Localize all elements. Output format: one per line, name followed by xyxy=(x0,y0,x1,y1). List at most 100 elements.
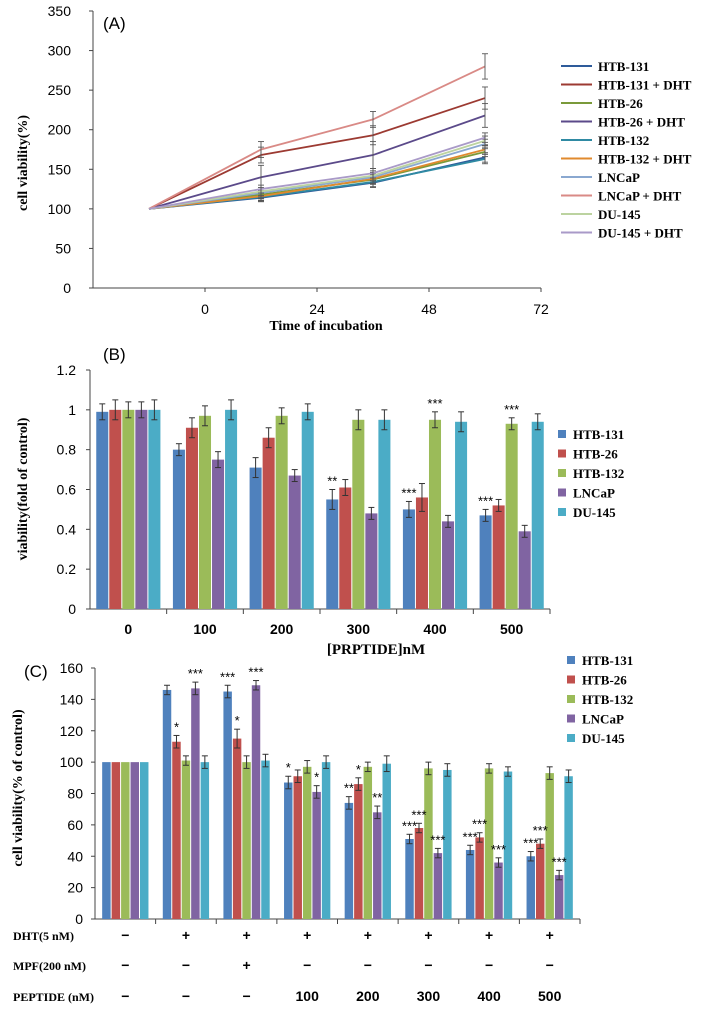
panel-c-y-tick-label: 160 xyxy=(60,660,84,676)
panel-c-condition-value: + xyxy=(303,927,311,943)
panel-c-bar xyxy=(414,828,424,919)
panel-c-legend-swatch xyxy=(567,695,575,703)
panel-b-legend-label: HTB-26 xyxy=(573,447,618,462)
panel-c-condition-value: 100 xyxy=(296,988,320,1004)
panel-a-legend-label: HTB-131 + DHT xyxy=(598,78,692,93)
panel-a-series-line xyxy=(148,148,486,210)
panel-c-condition-value: + xyxy=(182,927,190,943)
panel-c-condition-value: + xyxy=(546,927,554,943)
panel-c-y-tick-label: 0 xyxy=(75,911,83,927)
panel-c-y-tick-label: 80 xyxy=(67,786,83,802)
panel-c-legend-swatch xyxy=(567,675,575,684)
panel-c-bar xyxy=(312,791,321,919)
panel-c-bar xyxy=(223,691,232,919)
panel-c-condition-value: − xyxy=(121,957,129,973)
panel-c-bar xyxy=(564,776,573,919)
panel-a-series-line xyxy=(148,114,486,210)
panel-c-legend-label: DU-145 xyxy=(582,731,625,746)
panel-c-bar xyxy=(494,862,503,919)
panel-a-x-axis-title: Time of incubation xyxy=(269,319,383,334)
panel-b-bar xyxy=(249,467,262,609)
panel-c-legend-swatch xyxy=(567,734,575,742)
panel-a-legend-label: LNCaP + DHT xyxy=(598,189,682,204)
panel-b-x-axis-title: [PRPTIDE]nM xyxy=(327,642,425,658)
panel-b-bar xyxy=(262,437,275,609)
panel-c-significance-label: *** xyxy=(463,829,478,844)
panel-c-bar xyxy=(191,688,200,919)
panel-a-legend-label: HTB-132 + DHT xyxy=(598,152,692,167)
panel-c-bar xyxy=(111,762,121,919)
panel-c-condition-value: + xyxy=(242,957,250,973)
panel-c-conditions-table: DHT(5 nM) − + + + + + + + MPF(200 nM) − − + − − − − − PEPT… xyxy=(13,927,562,1004)
panel-c-significance-label: * xyxy=(174,719,179,734)
panel-b-bar xyxy=(301,411,314,609)
panel-c-legend-label: HTB-132 xyxy=(582,692,633,707)
panel-c-legend: HTB-131 HTB-26 HTB-132 LNCaP DU-145 xyxy=(567,653,633,746)
panel-b-y-tick-label: 0.2 xyxy=(57,561,77,577)
panel-c-bar xyxy=(475,837,484,919)
panel-a-legend-label: HTB-131 xyxy=(598,59,649,74)
panel-c-bar xyxy=(433,853,443,919)
panel-c-bar xyxy=(554,875,564,919)
panel-b-y-tick-label: 1 xyxy=(68,402,76,418)
panel-b-bar xyxy=(96,411,109,609)
panel-c-condition-value: − xyxy=(121,927,129,943)
panel-b-x-tick-label: 400 xyxy=(423,621,447,637)
panel-c-legend-swatch xyxy=(567,714,575,723)
panel-c-significance-label: *** xyxy=(523,836,538,851)
panel-c-bar xyxy=(382,763,391,919)
panel-c-legend-label: HTB-26 xyxy=(582,673,627,688)
panel-b-legend-swatch xyxy=(558,508,566,516)
panel-c-bar xyxy=(232,738,242,919)
panel-a-legend-label: HTB-26 xyxy=(598,96,643,111)
panel-c-y-tick-label: 100 xyxy=(60,754,84,770)
panel-b-legend: HTB-131 HTB-26 HTB-132 LNCaP DU-145 xyxy=(558,427,624,520)
panel-a-series-line xyxy=(148,136,486,210)
panel-c-condition-value: + xyxy=(424,927,432,943)
panel-b-significance-label: ** xyxy=(327,474,337,489)
panel-b-bar xyxy=(135,409,148,609)
panel-c-condition-value: + xyxy=(485,927,493,943)
panel-c-condition-value: + xyxy=(242,927,250,943)
panel-c-bar xyxy=(302,766,312,919)
panel-c-significance-label: *** xyxy=(430,832,445,847)
panel-b-y-tick-label: 1.2 xyxy=(57,362,77,378)
panel-a-line-chart: (A) cell viability(%) Time of incubation… xyxy=(16,3,692,334)
panel-c-legend-label: HTB-131 xyxy=(582,653,633,668)
panel-c-bar xyxy=(130,762,139,919)
panel-c-condition-value: − xyxy=(121,988,129,1004)
panel-c-condition-label: MPF(200 nM) xyxy=(13,959,86,973)
panel-b-bar xyxy=(339,487,352,609)
panel-c-bar xyxy=(121,762,130,919)
panel-c-bar-chart: (C) cell viability(% of control) 0 20 40 60… xyxy=(11,653,633,1004)
panel-c-significance-label: ** xyxy=(344,781,354,796)
panel-c-condition-value: − xyxy=(182,957,190,973)
panel-c-condition-value: − xyxy=(424,957,432,973)
panel-c-condition-value: − xyxy=(546,957,554,973)
panel-c-bar xyxy=(293,776,302,919)
panel-a-legend: HTB-131 HTB-131 + DHT HTB-26 HTB-26 + DHT HT… xyxy=(561,59,692,241)
panel-a-label: (A) xyxy=(103,14,126,33)
panel-b-legend-label: LNCaP xyxy=(573,486,615,501)
panel-a-legend-label: HTB-26 + DHT xyxy=(598,115,685,130)
panel-a-series xyxy=(148,53,488,210)
panel-b-label: (B) xyxy=(103,345,126,364)
panel-c-bar xyxy=(181,760,191,919)
panel-c-y-tick-label: 40 xyxy=(67,848,83,864)
panel-c-bar xyxy=(373,812,382,919)
panel-b-bar xyxy=(442,521,455,609)
panel-c-bar xyxy=(503,771,513,919)
panel-b-y-axis-title: viability(fold of control) xyxy=(16,417,31,560)
panel-b-x-tick-label: 500 xyxy=(500,621,524,637)
panel-b-bar xyxy=(288,475,301,609)
panel-c-y-tick-label: 140 xyxy=(60,691,84,707)
panel-c-bar xyxy=(321,762,331,919)
panel-b-significance-label: *** xyxy=(478,493,493,508)
panel-b-bar xyxy=(198,415,212,609)
panel-a-series-line xyxy=(148,65,486,210)
panel-c-bar xyxy=(545,773,554,919)
panel-b-significance-label: *** xyxy=(427,396,442,411)
panel-c-bar xyxy=(102,762,111,919)
panel-c-bar xyxy=(354,784,363,919)
panel-a-legend-label: DU-145 + DHT xyxy=(598,226,683,241)
